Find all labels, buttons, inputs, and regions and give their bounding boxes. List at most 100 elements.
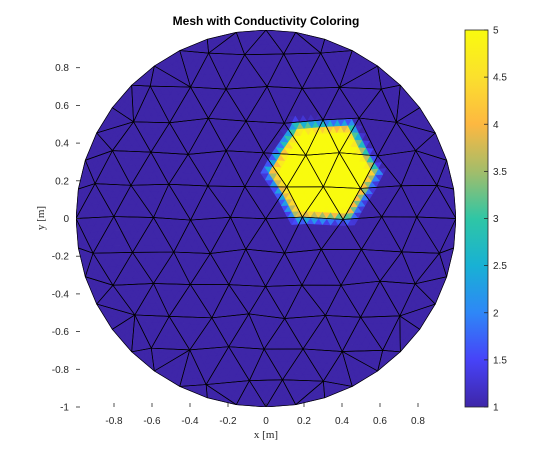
mesh-element-edge [84, 276, 114, 305]
mesh-element [92, 216, 133, 254]
mesh-element [189, 346, 230, 385]
mesh-element [96, 121, 134, 151]
y-tick-label: 0.8 [55, 63, 69, 74]
mesh-element-edge [377, 65, 401, 90]
mesh-element [131, 347, 155, 372]
mesh-element [377, 122, 416, 157]
mesh-element [208, 88, 247, 122]
mesh-element [360, 315, 401, 351]
mesh-element [265, 30, 297, 55]
mesh-element [248, 286, 285, 319]
mesh-element [263, 122, 307, 156]
mesh-element [207, 150, 246, 187]
mesh-element [96, 284, 136, 316]
mesh-element [190, 52, 227, 90]
mesh-element-edge [76, 183, 96, 219]
mesh-element-edge [77, 247, 94, 278]
mesh-element [225, 54, 268, 90]
mesh-element [322, 87, 360, 121]
mesh-element [414, 252, 448, 285]
mesh-element [439, 247, 454, 278]
mesh-element [130, 183, 170, 218]
mesh-element [342, 188, 382, 220]
x-tick-label: -0.2 [219, 416, 237, 427]
colorbar-tick-label: 4.5 [493, 73, 507, 84]
x-tick-label: 0.6 [373, 416, 387, 427]
y-tick-label: -0.2 [52, 252, 70, 263]
mesh-edges [76, 30, 456, 407]
mesh-element [361, 216, 403, 253]
mesh-element-edge [153, 50, 191, 88]
mesh-element [244, 30, 285, 56]
mesh-element-edge [235, 380, 267, 407]
mesh-element-edge [377, 349, 401, 372]
mesh-element [301, 52, 340, 89]
chart-title: Mesh with Conductivity Coloring [173, 14, 360, 28]
colorbar-tick-label: 3 [493, 214, 499, 225]
mesh-element [284, 249, 322, 286]
mesh-element [209, 216, 247, 254]
mesh-element [168, 284, 213, 319]
mesh-element [187, 150, 227, 187]
colorbar-tick-label: 3.5 [493, 167, 507, 178]
mesh-element [248, 313, 285, 350]
x-tick-label: 0.4 [335, 416, 349, 427]
mesh-element [283, 119, 324, 156]
mesh-element [320, 219, 362, 250]
mesh-element [168, 183, 209, 221]
mesh-element [235, 380, 267, 407]
mesh-element [360, 185, 402, 218]
mesh-element-edge [436, 159, 455, 190]
x-tick-label: -0.6 [143, 416, 161, 427]
mesh-element [76, 183, 115, 219]
mesh-element [301, 249, 342, 286]
mesh-element-edge [205, 384, 237, 406]
mesh-element [190, 253, 230, 285]
mesh-element [245, 120, 285, 154]
mesh-element-edge [153, 349, 191, 387]
y-tick-label: -1 [60, 403, 69, 414]
mesh-element-edge [265, 30, 297, 55]
mesh-element [322, 117, 360, 153]
colorbar-tick-label: 4 [493, 120, 499, 131]
mesh-fill [76, 30, 456, 407]
mesh-element [361, 249, 403, 282]
mesh-element [325, 315, 361, 352]
mesh-element [416, 216, 456, 254]
mesh-element [132, 251, 175, 284]
mesh-element [179, 349, 207, 387]
mesh-element [173, 219, 211, 254]
mesh-element [283, 52, 321, 89]
mesh-element-edge [131, 65, 155, 87]
mesh-element [415, 132, 448, 161]
mesh-element [360, 155, 402, 189]
mesh-element [149, 85, 191, 124]
mesh-element [265, 379, 297, 407]
mesh-element [339, 87, 382, 119]
mesh-element [323, 380, 353, 399]
y-tick-label: -0.4 [52, 289, 70, 300]
mesh-element [207, 185, 246, 218]
x-tick-label: 0.2 [297, 416, 311, 427]
mesh-element-edge [235, 30, 267, 56]
mesh-element [85, 252, 114, 286]
mesh-element [112, 121, 152, 153]
mesh-element [265, 186, 303, 220]
mesh-element [249, 379, 283, 407]
mesh-element [113, 185, 154, 218]
mesh-element [305, 152, 340, 188]
mesh-element-edge [415, 132, 448, 161]
mesh-element [305, 119, 340, 156]
x-tick-label: 0 [263, 416, 269, 427]
mesh-element [436, 159, 454, 190]
mesh-element [78, 159, 96, 190]
mesh-element [94, 183, 132, 217]
mesh-element [401, 216, 440, 254]
y-tick-label: -0.8 [52, 365, 70, 376]
x-tick-label: -0.8 [105, 416, 123, 427]
mesh-element [244, 53, 285, 87]
mesh-element [211, 313, 250, 347]
mesh-element-edge [265, 379, 297, 407]
y-tick-label: -0.6 [52, 327, 70, 338]
